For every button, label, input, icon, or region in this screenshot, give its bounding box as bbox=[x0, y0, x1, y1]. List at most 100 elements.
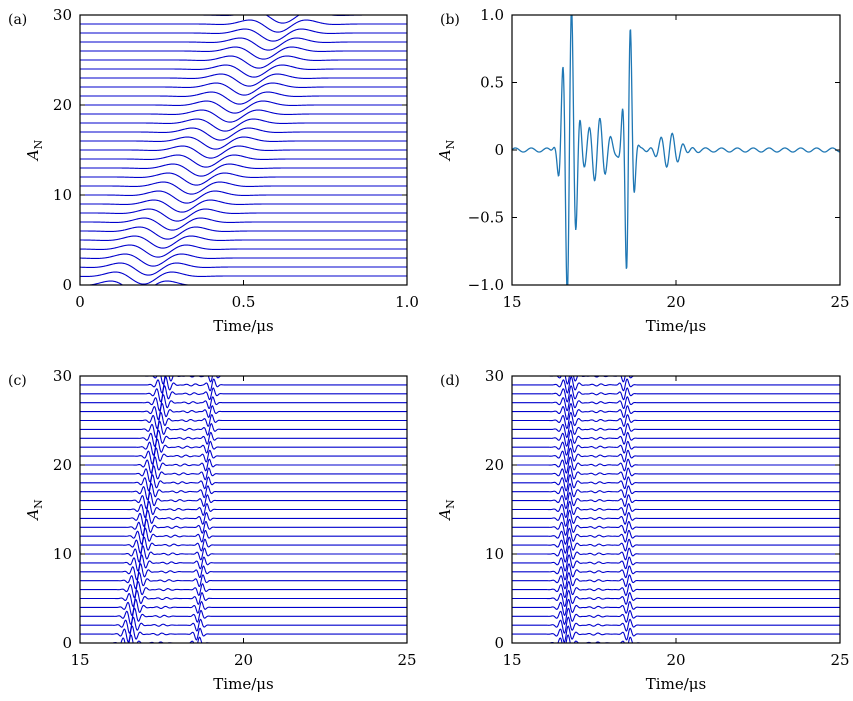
trace-3 bbox=[80, 607, 407, 625]
trace-7 bbox=[512, 572, 840, 590]
trace-29 bbox=[80, 19, 407, 33]
trace-11 bbox=[80, 536, 407, 554]
x-tick-label: 1.0 bbox=[395, 293, 419, 311]
trace-18 bbox=[80, 118, 407, 132]
trace-16 bbox=[80, 491, 407, 510]
trace-13 bbox=[80, 163, 407, 177]
y-tick-label: 10 bbox=[53, 186, 72, 204]
plot-area bbox=[512, 15, 840, 285]
trace-25 bbox=[512, 412, 840, 430]
trace-27 bbox=[512, 393, 840, 412]
x-axis-label: Time/μs bbox=[213, 317, 273, 335]
trace-19 bbox=[512, 465, 840, 483]
trace-29 bbox=[80, 376, 407, 394]
trace-4 bbox=[80, 244, 407, 258]
trace-14 bbox=[80, 509, 407, 528]
y-tick-label: 10 bbox=[53, 545, 72, 563]
y-tick-label: 20 bbox=[53, 456, 72, 474]
trace-11 bbox=[512, 536, 840, 554]
trace-4 bbox=[80, 598, 407, 617]
trace-17 bbox=[80, 482, 407, 501]
trace-1 bbox=[80, 271, 407, 285]
x-tick-label: 15 bbox=[70, 651, 89, 669]
x-tick-label: 25 bbox=[830, 651, 849, 669]
trace-15 bbox=[512, 500, 840, 519]
trace-29 bbox=[512, 376, 840, 394]
y-tick-label: 30 bbox=[53, 367, 72, 385]
trace-18 bbox=[512, 474, 840, 492]
x-tick-label: 20 bbox=[234, 651, 253, 669]
trace-27 bbox=[80, 37, 407, 51]
trace-18 bbox=[80, 474, 407, 492]
y-tick-label: −0.5 bbox=[468, 209, 504, 227]
trace-1 bbox=[512, 625, 840, 643]
trace-6 bbox=[80, 581, 407, 599]
trace-12 bbox=[80, 527, 407, 545]
y-tick-label: 0.5 bbox=[480, 74, 504, 92]
trace-26 bbox=[80, 402, 407, 421]
trace-24 bbox=[80, 420, 407, 438]
trace-30 bbox=[512, 376, 840, 385]
trace-14 bbox=[512, 509, 840, 527]
trace-19 bbox=[80, 465, 407, 483]
trace-28 bbox=[80, 28, 407, 42]
trace-17 bbox=[512, 483, 840, 501]
y-tick-label: 0 bbox=[494, 634, 504, 652]
trace-8 bbox=[80, 208, 407, 222]
y-axis-label: AN bbox=[24, 499, 45, 522]
x-tick-label: 0.5 bbox=[232, 293, 256, 311]
panel-tag: (c) bbox=[8, 373, 27, 389]
x-tick-label: 15 bbox=[502, 293, 521, 311]
trace-12 bbox=[80, 172, 407, 186]
plot-area bbox=[80, 15, 407, 285]
plot-area bbox=[512, 376, 840, 643]
trace-13 bbox=[512, 518, 840, 536]
y-tick-label: 0 bbox=[62, 634, 72, 652]
trace-3 bbox=[512, 607, 840, 626]
panel-2: 15 20 25 0 10 20 30 Time/μs AN (c) bbox=[8, 367, 417, 693]
trace-7 bbox=[80, 217, 407, 231]
trace-19 bbox=[80, 109, 407, 123]
trace-21 bbox=[80, 447, 407, 465]
trace-9 bbox=[512, 554, 840, 572]
x-axis-label: Time/μs bbox=[213, 675, 273, 693]
trace-22 bbox=[512, 438, 840, 456]
trace-21 bbox=[512, 447, 840, 465]
series-line bbox=[512, 15, 840, 285]
x-tick-label: 25 bbox=[397, 651, 416, 669]
y-tick-label: 10 bbox=[485, 545, 504, 563]
trace-2 bbox=[512, 616, 840, 634]
trace-8 bbox=[512, 563, 840, 581]
trace-13 bbox=[80, 518, 407, 537]
trace-25 bbox=[80, 55, 407, 69]
trace-15 bbox=[80, 145, 407, 159]
panel-3: 15 20 25 0 10 20 30 Time/μs AN (d) bbox=[436, 367, 850, 693]
y-tick-label: 20 bbox=[485, 456, 504, 474]
trace-0 bbox=[512, 634, 840, 643]
trace-20 bbox=[80, 100, 407, 114]
trace-10 bbox=[512, 545, 840, 563]
y-tick-label: 30 bbox=[53, 6, 72, 24]
trace-22 bbox=[80, 438, 407, 456]
trace-15 bbox=[80, 500, 407, 519]
panel-1: 15 20 25 −1.0 −0.5 0 0.5 1.0 Time/μs AN (b) bbox=[436, 6, 850, 335]
y-axis-label: AN bbox=[436, 139, 457, 162]
panel-tag: (b) bbox=[440, 12, 460, 28]
trace-1 bbox=[80, 625, 407, 643]
y-tick-label: 20 bbox=[53, 96, 72, 114]
x-tick-label: 20 bbox=[666, 293, 685, 311]
trace-9 bbox=[80, 199, 407, 213]
trace-5 bbox=[512, 589, 840, 607]
trace-28 bbox=[512, 385, 840, 403]
trace-17 bbox=[80, 127, 407, 141]
y-tick-label: −1.0 bbox=[468, 276, 504, 294]
x-tick-label: 20 bbox=[666, 651, 685, 669]
trace-28 bbox=[80, 384, 407, 403]
y-tick-label: 0 bbox=[62, 276, 72, 294]
trace-7 bbox=[80, 571, 407, 590]
trace-5 bbox=[80, 589, 407, 608]
panel-tag: (a) bbox=[8, 12, 27, 28]
trace-12 bbox=[512, 527, 840, 545]
trace-2 bbox=[80, 262, 407, 276]
panel-0: 0 0.5 1.0 0 10 20 30 Time/μs AN (a) bbox=[8, 6, 419, 335]
